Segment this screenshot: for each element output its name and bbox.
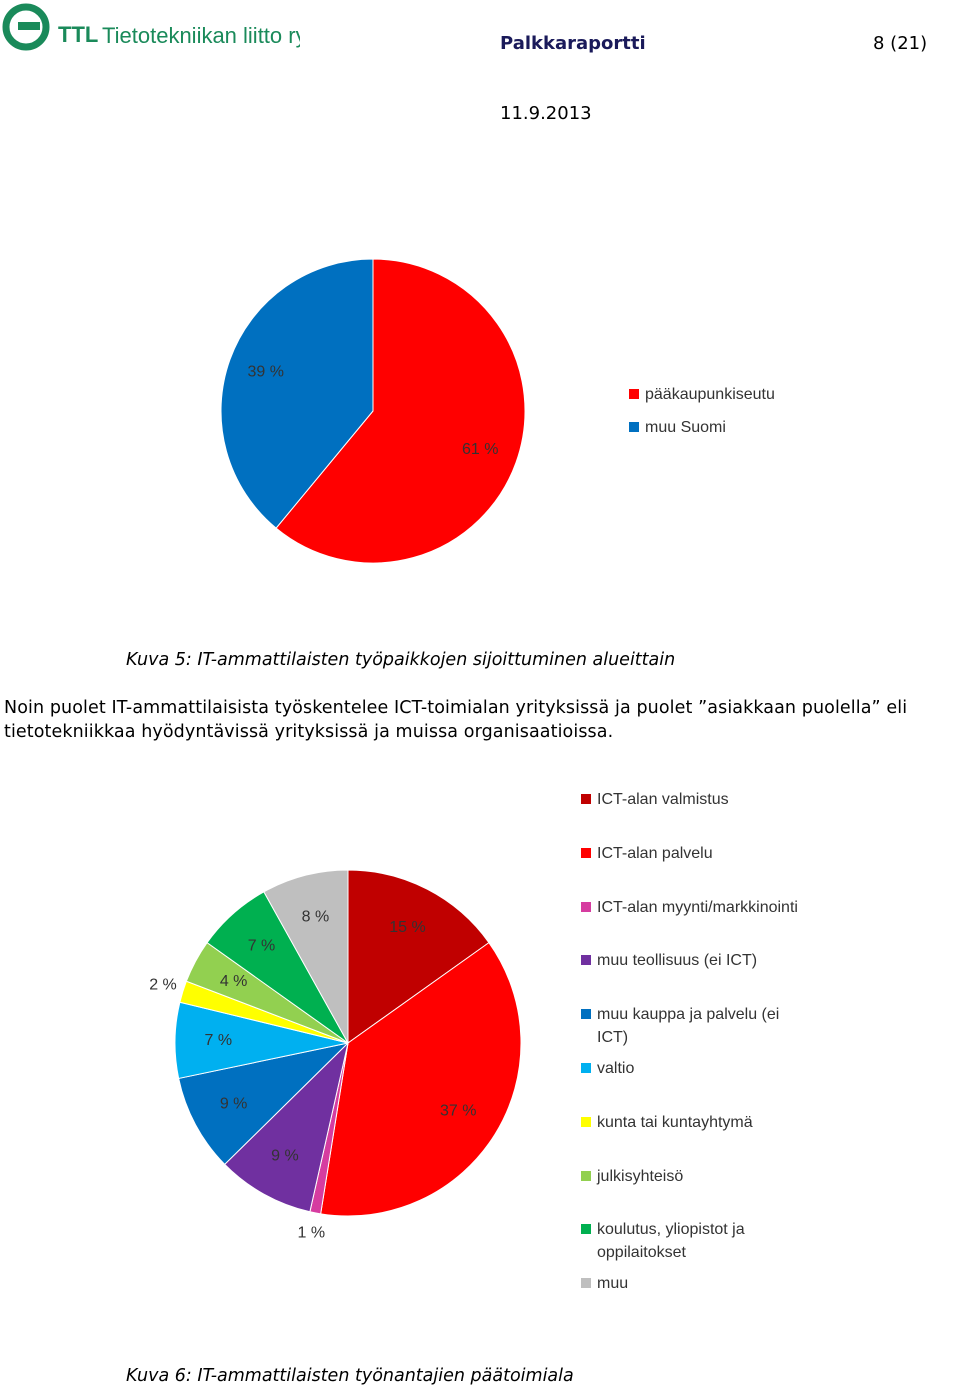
logo-abbr: TTL xyxy=(58,22,98,47)
logo-ring xyxy=(2,3,50,51)
legend-swatch xyxy=(581,1170,591,1181)
pie-chart: 15 % 37 % 1 % 9 % 9 % 7 % 2 % 4 % 7 % 8 % xyxy=(149,869,522,1241)
legend: ICT-alan valmistus ICT-alan palvelu ICT-al… xyxy=(581,788,811,1308)
legend-swatch xyxy=(581,901,591,912)
legend-label: ICT-alan myynti/markkinointi xyxy=(597,898,798,916)
pie-slice xyxy=(320,941,522,1217)
legend-swatch xyxy=(581,794,591,804)
legend-swatch xyxy=(581,1116,591,1127)
paragraph: Noin puolet IT-ammattilaisista työskente… xyxy=(4,698,908,742)
legend-label: muu xyxy=(597,1275,629,1293)
caption: Kuva 5: IT-ammattilaisten työpaikkojen s… xyxy=(126,650,676,670)
pie-slice xyxy=(178,1042,350,1166)
data-label: 2 % xyxy=(149,977,177,994)
legend-item: koulutus, yliopistot ja oppilaitokset xyxy=(581,1218,811,1264)
legend-item: muu teollisuus (ei ICT) xyxy=(581,949,811,972)
pie-slice xyxy=(347,869,490,1044)
data-label: 8 % xyxy=(302,909,330,926)
legend-label: kunta tai kuntayhtymä xyxy=(597,1113,753,1131)
legend-swatch xyxy=(581,1063,591,1073)
legend-label: ICT-alan palvelu xyxy=(597,844,713,862)
doc-title: Palkkaraportti xyxy=(500,33,646,54)
legend-swatch xyxy=(581,955,591,966)
legend-label: ICT-alan valmistus xyxy=(597,791,729,808)
legend-item: kunta tai kuntayhtymä xyxy=(581,1111,811,1134)
data-label: 61 % xyxy=(462,441,498,458)
legend-label: muu teollisuus (ei ICT) xyxy=(597,952,758,970)
legend-swatch xyxy=(581,1009,591,1020)
legend-label: muu Suomi xyxy=(645,419,726,436)
data-label: 7 % xyxy=(248,938,276,955)
data-label: 4 % xyxy=(220,973,248,990)
data-label: 7 % xyxy=(204,1032,232,1049)
legend-item: ICT-alan valmistus xyxy=(581,788,811,811)
legend-item: pääkaupunkiseutu xyxy=(629,383,879,406)
pie-slice xyxy=(223,1041,349,1213)
legend-item: julkisyhteisö xyxy=(581,1165,811,1188)
legend-swatch xyxy=(581,1278,591,1289)
legend-label: koulutus, yliopistot ja oppilaitokset xyxy=(597,1221,745,1262)
pie-slice xyxy=(220,258,374,529)
legend-item: ICT-alan palvelu xyxy=(581,842,811,865)
legend-item: muu xyxy=(581,1272,811,1295)
logo-name: Tietotekniikan liitto ry xyxy=(102,23,300,48)
legend-label: muu kauppa ja palvelu (ei ICT) xyxy=(597,1006,780,1047)
legend-swatch xyxy=(581,847,591,858)
legend-swatch xyxy=(629,422,639,432)
legend-item: valtio xyxy=(581,1057,811,1080)
data-label: 39 % xyxy=(248,364,284,381)
data-label: 1 % xyxy=(298,1224,326,1241)
legend-item: muu Suomi xyxy=(629,416,879,439)
legend-item: muu kauppa ja palvelu (ei ICT) xyxy=(581,1003,811,1049)
pie-chart: 61 % 39 % xyxy=(220,258,526,564)
caption: Kuva 6: IT-ammattilaisten työnantajien p… xyxy=(126,1366,574,1386)
data-label: 9 % xyxy=(271,1148,299,1165)
data-label: 15 % xyxy=(389,919,425,936)
data-label: 37 % xyxy=(440,1103,476,1120)
logo-bar xyxy=(18,22,40,30)
legend-item: ICT-alan myynti/markkinointi xyxy=(581,896,811,919)
date: 11.9.2013 xyxy=(500,103,592,124)
pie-slice xyxy=(263,869,349,1045)
legend-label: valtio xyxy=(597,1060,635,1077)
legend-swatch xyxy=(629,389,639,399)
legend-label: pääkaupunkiseutu xyxy=(645,386,775,403)
page-number: 8 (21) xyxy=(873,33,928,54)
legend-swatch xyxy=(581,1224,591,1235)
logo: TTL Tietotekniikan liitto ry xyxy=(2,3,300,51)
legend-label: julkisyhteisö xyxy=(597,1167,684,1185)
data-label: 9 % xyxy=(220,1095,248,1112)
pie-slice xyxy=(275,258,526,564)
legend: pääkaupunkiseutu muu Suomi xyxy=(629,383,879,453)
